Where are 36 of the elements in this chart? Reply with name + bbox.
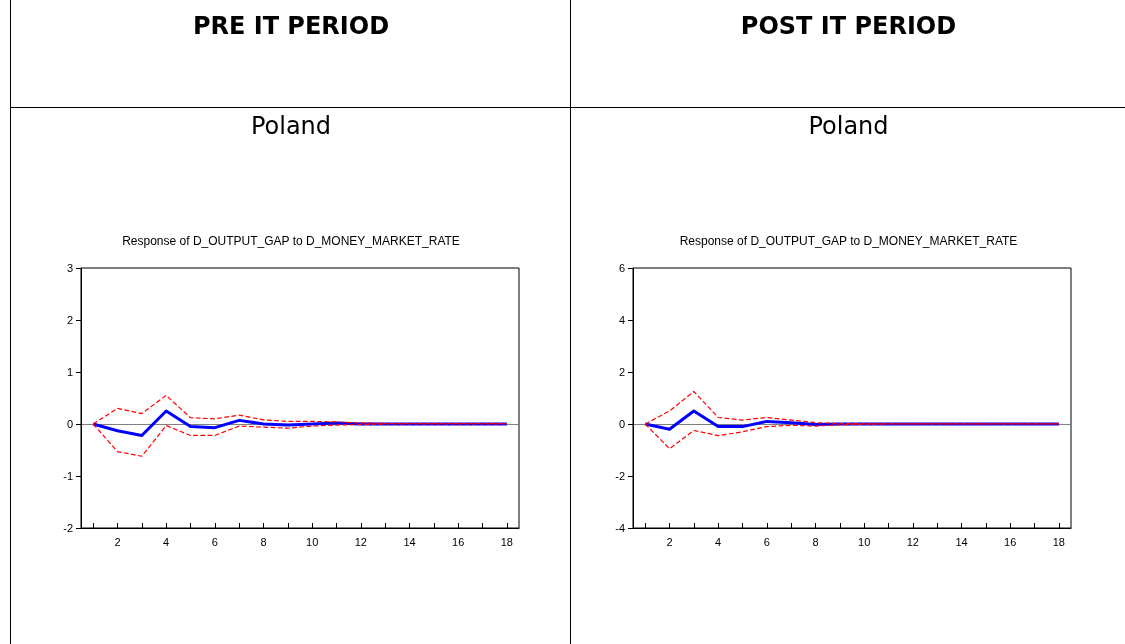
chart-title: Response of D_OUTPUT_GAP to D_MONEY_MARKET_RATE — [122, 234, 460, 248]
y-tick-label: 0 — [66, 418, 73, 430]
y-tick-label: -2 — [63, 522, 73, 534]
x-tick-label: 4 — [715, 535, 722, 548]
y-tick-label: 1 — [66, 366, 73, 378]
x-tick-label: 12 — [354, 535, 367, 548]
x-tick-label: 2 — [114, 535, 121, 548]
text: POST IT PERIOD — [739, 12, 958, 40]
y-tick-label: -2 — [615, 470, 625, 482]
x-tick-label: 14 — [403, 535, 416, 548]
y-tick-label: -1 — [63, 470, 73, 482]
x-tick-label: 16 — [1004, 535, 1017, 548]
y-tick-label: -4 — [615, 522, 625, 534]
x-tick-label: 8 — [260, 535, 267, 548]
y-tick-label: 0 — [618, 418, 625, 430]
x-tick-label: 10 — [858, 535, 871, 548]
y-tick-label: 4 — [618, 314, 625, 326]
x-tick-label: 18 — [500, 535, 513, 548]
x-tick-label: 6 — [763, 535, 770, 548]
x-tick-label: 14 — [955, 535, 968, 548]
x-tick-label: 12 — [906, 535, 919, 548]
x-tick-label: 6 — [211, 535, 218, 548]
y-tick-label: 2 — [66, 314, 73, 326]
text: PRE IT PERIOD — [191, 12, 391, 40]
y-tick-label: 2 — [618, 366, 625, 378]
text: Poland — [249, 112, 333, 140]
x-tick-label: 18 — [1052, 535, 1065, 548]
x-tick-label: 10 — [306, 535, 319, 548]
x-tick-label: 16 — [452, 535, 465, 548]
x-tick-label: 4 — [163, 535, 170, 548]
x-tick-label: 8 — [812, 535, 819, 548]
y-tick-label: 6 — [618, 262, 625, 274]
x-tick-label: 2 — [666, 535, 673, 548]
text: Poland — [807, 112, 890, 140]
chart-title: Response of D_OUTPUT_GAP to D_MONEY_MARKET_RATE — [679, 234, 1018, 248]
y-tick-label: 3 — [66, 262, 73, 274]
